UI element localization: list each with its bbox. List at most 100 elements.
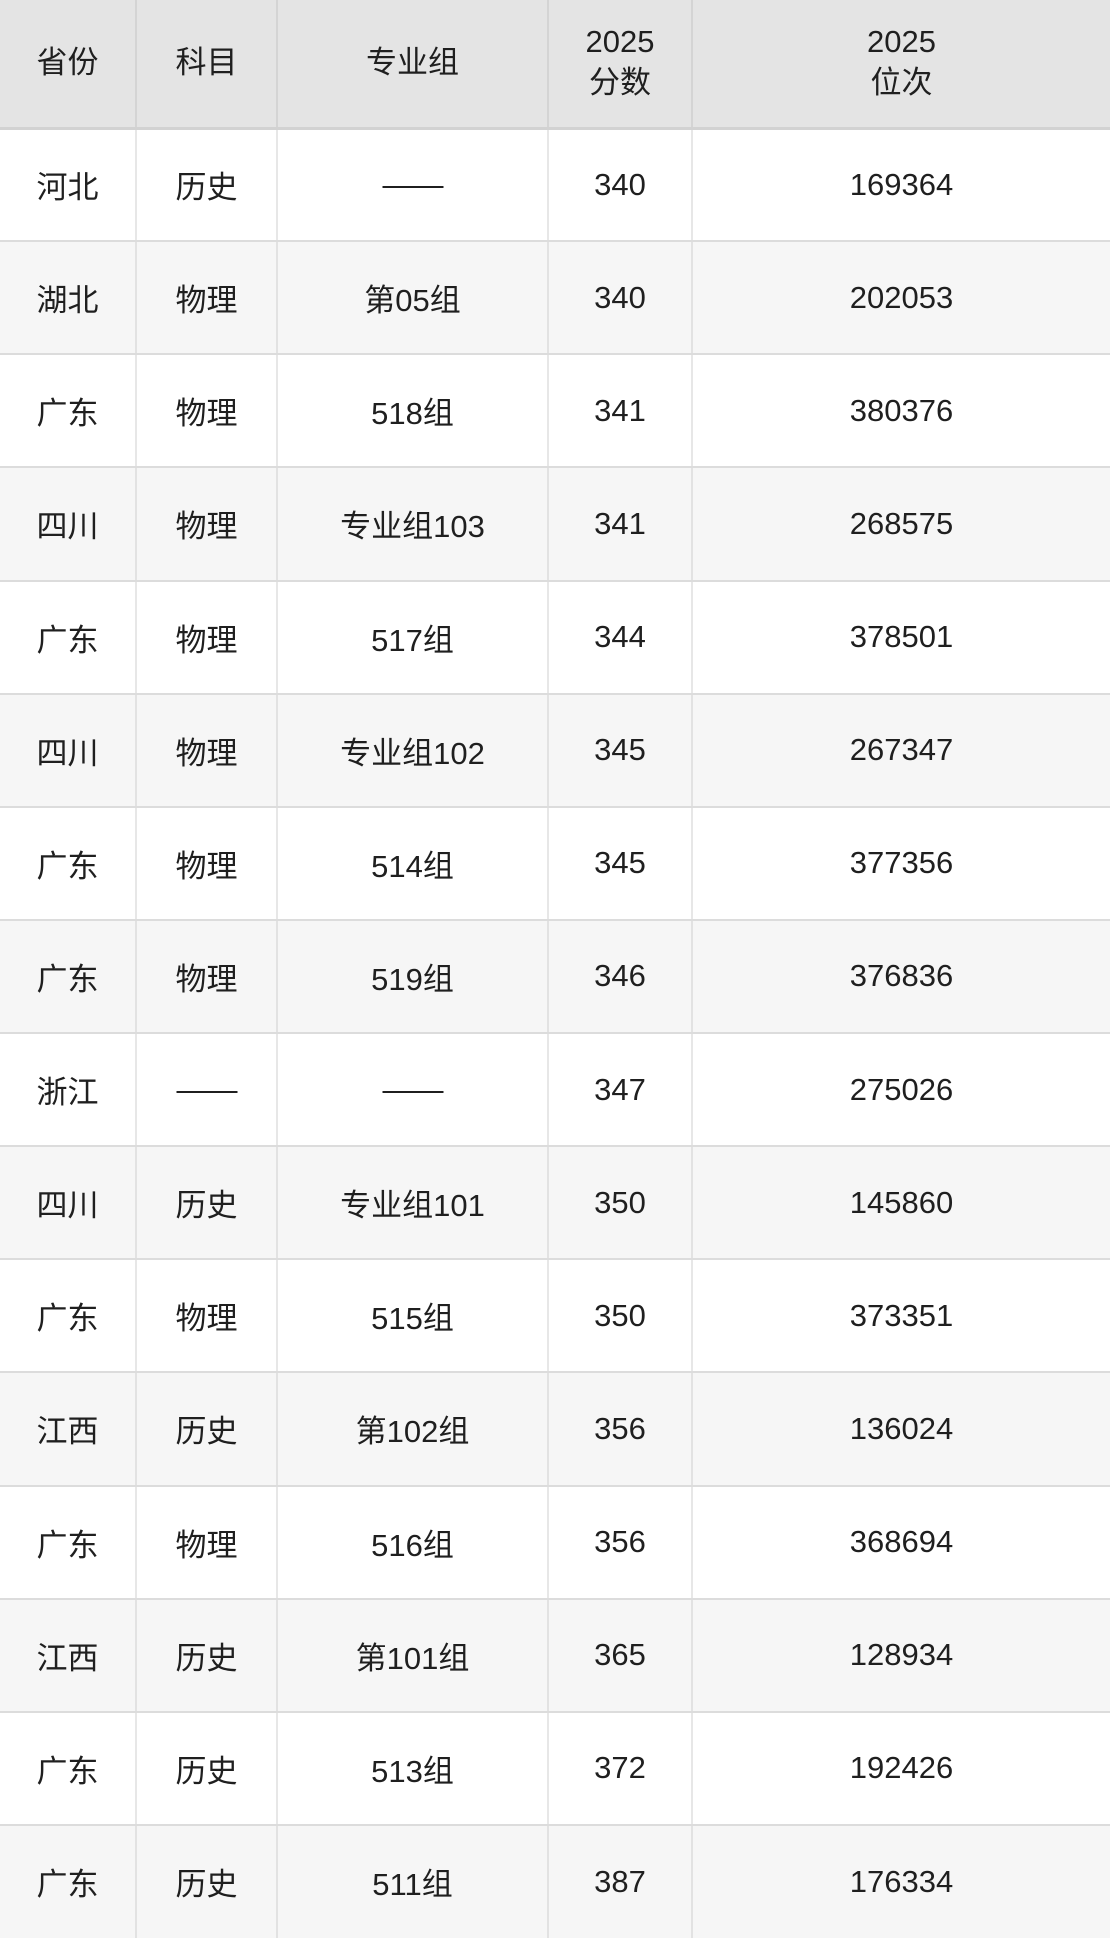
cell-rank: 380376	[692, 354, 1110, 469]
cell-score: 340	[548, 128, 693, 243]
column-header-score: 2025 分数	[548, 0, 693, 130]
cell-rank: 176334	[692, 1824, 1110, 1938]
cell-province: 四川	[0, 693, 137, 808]
column-header-score-label: 分数	[589, 65, 651, 101]
cell-rank: 136024	[692, 1372, 1110, 1487]
column-header-rank: 2025 位次	[692, 0, 1110, 130]
cell-rank: 202053	[692, 241, 1110, 356]
column-header-subject: 科目	[136, 0, 278, 130]
cell-major-group: 专业组102	[277, 693, 549, 808]
cell-major-group: 第05组	[277, 241, 549, 356]
cell-score: 356	[548, 1485, 693, 1600]
column-header-rank-year: 2025	[867, 24, 936, 60]
cell-major-group: 516组	[277, 1485, 549, 1600]
column-header-score-year: 2025	[585, 24, 655, 60]
cell-score: 387	[548, 1824, 693, 1938]
cell-score: 341	[548, 467, 693, 582]
cell-province: 广东	[0, 354, 137, 469]
cell-subject: 物理	[136, 1485, 278, 1600]
table-row[interactable]: 四川 物理 专业组102 345 267347	[0, 693, 1110, 808]
cell-score: 346	[548, 919, 693, 1035]
cell-subject: 物理	[136, 919, 278, 1035]
column-header-subject-label: 科目	[175, 44, 238, 80]
cell-province: 江西	[0, 1372, 137, 1487]
cell-major-group: 专业组101	[277, 1146, 549, 1261]
cell-subject: 物理	[136, 806, 278, 921]
cell-province: 四川	[0, 1146, 137, 1261]
table-row[interactable]: 湖北 物理 第05组 340 202053	[0, 241, 1110, 356]
cell-subject: 物理	[136, 693, 278, 808]
column-header-province-label: 省份	[36, 44, 99, 80]
cell-rank: 373351	[692, 1259, 1110, 1374]
cell-rank: 145860	[692, 1146, 1110, 1261]
cell-major-group: 514组	[277, 806, 549, 921]
cell-rank: 267347	[692, 693, 1110, 808]
cell-province: 河北	[0, 128, 137, 243]
cell-rank: 368694	[692, 1485, 1110, 1600]
cell-province: 广东	[0, 1711, 137, 1826]
header-row: 省份 科目 专业组 2025 分数 2025 位次	[0, 0, 1110, 130]
cell-province: 江西	[0, 1598, 137, 1713]
cell-score: 350	[548, 1146, 693, 1261]
cell-score: 345	[548, 806, 693, 921]
cell-rank: 377356	[692, 806, 1110, 921]
cell-subject: 物理	[136, 580, 278, 695]
column-header-major-group-label: 专业组	[366, 44, 459, 80]
table-row[interactable]: 四川 物理 专业组103 341 268575	[0, 467, 1110, 582]
cell-province: 广东	[0, 919, 137, 1035]
cell-score: 344	[548, 580, 693, 695]
cell-rank: 376836	[692, 919, 1110, 1035]
cell-rank: 268575	[692, 467, 1110, 582]
cell-province: 广东	[0, 1824, 137, 1938]
table-row[interactable]: 广东 物理 519组 346 376836	[0, 919, 1110, 1035]
cell-province: 广东	[0, 580, 137, 695]
cell-score: 341	[548, 354, 693, 469]
column-header-rank-label: 位次	[870, 65, 933, 101]
table-row[interactable]: 四川 历史 专业组101 350 145860	[0, 1146, 1110, 1261]
table-row[interactable]: 广东 物理 516组 356 368694	[0, 1485, 1110, 1600]
cell-subject: 历史	[136, 1824, 278, 1938]
cell-subject: 历史	[136, 1372, 278, 1487]
cell-major-group: 519组	[277, 919, 549, 1035]
cell-province: 广东	[0, 1259, 137, 1374]
table-header: 省份 科目 专业组 2025 分数 2025 位次	[0, 0, 1110, 130]
cell-major-group: 511组	[277, 1824, 549, 1938]
cell-major-group: ——	[277, 1033, 549, 1148]
column-header-province: 省份	[0, 0, 137, 130]
cell-score: 356	[548, 1372, 693, 1487]
table-row[interactable]: 江西 历史 第101组 365 128934	[0, 1598, 1110, 1713]
table-row[interactable]: 广东 物理 517组 344 378501	[0, 580, 1110, 695]
cell-subject: 历史	[136, 1711, 278, 1826]
table-row[interactable]: 广东 物理 518组 341 380376	[0, 354, 1110, 469]
table-body: 河北 历史 —— 340 169364 湖北 物理 第05组 340 202053 广东 物理 518组…	[0, 128, 1110, 1938]
cell-province: 湖北	[0, 241, 137, 356]
cell-subject: 历史	[136, 128, 278, 243]
cell-province: 广东	[0, 1485, 137, 1600]
cell-score: 350	[548, 1259, 693, 1374]
cell-major-group: 第101组	[277, 1598, 549, 1713]
cell-subject: 历史	[136, 1598, 278, 1713]
cell-rank: 169364	[692, 128, 1110, 243]
table-row[interactable]: 江西 历史 第102组 356 136024	[0, 1372, 1110, 1487]
cell-province: 四川	[0, 467, 137, 582]
table-row[interactable]: 广东 物理 515组 350 373351	[0, 1259, 1110, 1374]
cell-subject: 历史	[136, 1146, 278, 1261]
table-row[interactable]: 浙江 —— —— 347 275026	[0, 1033, 1110, 1148]
cell-major-group: 专业组103	[277, 467, 549, 582]
cell-major-group: ——	[277, 128, 549, 243]
cell-major-group: 515组	[277, 1259, 549, 1374]
cell-score: 372	[548, 1711, 693, 1826]
table-row[interactable]: 广东 物理 514组 345 377356	[0, 806, 1110, 921]
table-row[interactable]: 河北 历史 —— 340 169364	[0, 128, 1110, 243]
table-row[interactable]: 广东 历史 511组 387 176334	[0, 1824, 1110, 1938]
cell-rank: 378501	[692, 580, 1110, 695]
cell-subject: 物理	[136, 467, 278, 582]
table-row[interactable]: 广东 历史 513组 372 192426	[0, 1711, 1110, 1826]
cell-rank: 192426	[692, 1711, 1110, 1826]
cell-major-group: 517组	[277, 580, 549, 695]
cell-subject: ——	[136, 1033, 278, 1148]
cell-major-group: 513组	[277, 1711, 549, 1826]
column-header-major-group: 专业组	[277, 0, 549, 130]
cell-score: 340	[548, 241, 693, 356]
